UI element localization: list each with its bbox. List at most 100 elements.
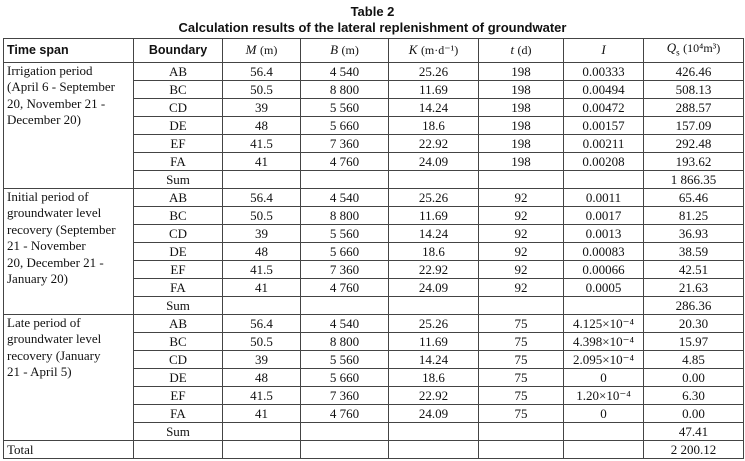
time-span-line: December 20)	[7, 112, 81, 127]
value-cell: 6.30	[643, 385, 744, 405]
value-cell: 0.00	[643, 367, 744, 387]
value-cell: 5 560	[300, 349, 389, 369]
empty-cell	[478, 295, 564, 315]
value-cell: 18.6	[388, 367, 479, 387]
value-cell: 50.5	[222, 205, 301, 225]
value-cell: 39	[222, 223, 301, 243]
value-cell: 48	[222, 241, 301, 261]
value-cell: 92	[478, 223, 564, 243]
empty-cell	[563, 295, 644, 315]
value-cell: 75	[478, 367, 564, 387]
value-cell: 0.00208	[563, 151, 644, 171]
total-row: Total 2 200.12	[3, 439, 744, 459]
value-cell: 198	[478, 79, 564, 99]
value-cell: 11.69	[388, 79, 479, 99]
value-cell: 1.20×10⁻⁴	[563, 385, 644, 405]
data-row: DE 48 5 660 18.6 198 0.00157 157.09	[4, 115, 744, 135]
value-cell: 0.00	[643, 403, 744, 423]
time-span-line: (April 6 - September	[7, 79, 115, 94]
value-cell: 11.69	[388, 331, 479, 351]
value-cell: 4 540	[300, 61, 389, 81]
empty-cell	[563, 421, 644, 441]
data-row: Late period of groundwater level recovery …	[3, 313, 744, 441]
time-span-line: groundwater level	[7, 205, 102, 220]
time-span-line: recovery (September	[7, 221, 116, 237]
empty-cell	[388, 421, 479, 441]
value-cell: 5 560	[300, 97, 389, 117]
value-cell: 24.09	[388, 277, 479, 297]
value-cell: 92	[478, 205, 564, 225]
boundary-cell: CD	[133, 223, 223, 243]
empty-cell	[388, 295, 479, 315]
value-cell: 81.25	[643, 205, 744, 225]
time-span-line: groundwater level	[7, 331, 102, 346]
value-cell: 65.46	[643, 187, 744, 207]
value-cell: 75	[478, 313, 564, 333]
value-cell: 4.398×10⁻⁴	[563, 331, 644, 351]
value-cell: 22.92	[388, 259, 479, 279]
value-cell: 39	[222, 97, 301, 117]
time-span-line: January 20)	[7, 271, 69, 286]
empty-cell	[478, 439, 564, 459]
value-cell: 15.97	[643, 331, 744, 351]
value-cell: 38.59	[643, 241, 744, 261]
value-cell: 4.85	[643, 349, 744, 369]
value-cell: 92	[478, 259, 564, 279]
empty-cell	[563, 439, 644, 459]
sum-value: 1 866.35	[643, 169, 744, 189]
value-cell: 198	[478, 151, 564, 171]
boundary-cell: FA	[133, 151, 223, 171]
value-cell: 0.00083	[563, 241, 644, 261]
header-text: Boundary	[148, 42, 208, 57]
value-cell: 25.26	[388, 313, 479, 333]
value-cell: 0	[563, 367, 644, 387]
sum-row: Sum 47.41	[4, 421, 744, 441]
value-cell: 14.24	[388, 97, 479, 117]
table-caption: Calculation results of the lateral reple…	[178, 20, 567, 35]
data-row: CD 39 5 560 14.24 198 0.00472 288.57	[4, 97, 744, 117]
time-span-line: recovery (January	[7, 347, 101, 363]
time-span-cell: Irrigation period (April 6 - September 20,…	[3, 61, 134, 189]
value-cell: 4 760	[300, 151, 389, 171]
boundary-cell: EF	[133, 259, 223, 279]
time-span-line: 20, December 21 -	[7, 254, 104, 270]
value-cell: 7 360	[300, 259, 389, 279]
value-cell: 2.095×10⁻⁴	[563, 349, 644, 369]
value-cell: 50.5	[222, 79, 301, 99]
empty-cell	[222, 439, 301, 459]
value-cell: 198	[478, 97, 564, 117]
empty-cell	[222, 169, 301, 189]
sum-value: 286.36	[643, 295, 744, 315]
value-cell: 4 760	[300, 277, 389, 297]
header-variable: t	[510, 42, 515, 58]
header-variable: M	[245, 42, 257, 58]
value-cell: 22.92	[388, 133, 479, 153]
value-cell: 75	[478, 403, 564, 423]
header-unit: (m)	[341, 43, 359, 58]
boundary-cell: AB	[133, 187, 223, 207]
data-row: BC 50.5 8 800 11.69 198 0.00494 508.13	[4, 79, 744, 99]
boundary-cell: AB	[133, 61, 223, 81]
value-cell: 198	[478, 61, 564, 81]
boundary-cell: CD	[133, 97, 223, 117]
header-cell: M (m)	[222, 38, 301, 63]
value-cell: 193.62	[643, 151, 744, 171]
value-cell: 92	[478, 241, 564, 261]
time-span-line: Late period of	[7, 314, 81, 330]
value-cell: 25.26	[388, 61, 479, 81]
table-number: Table 2	[350, 4, 395, 19]
empty-cell	[133, 439, 223, 459]
empty-cell	[563, 169, 644, 189]
empty-cell	[478, 169, 564, 189]
sum-label: Sum	[133, 421, 223, 441]
time-span-cell: Initial period of groundwater level recove…	[3, 187, 134, 315]
header-variable: I	[601, 42, 606, 58]
header-cell: Qs (10⁴m³)	[643, 38, 744, 63]
value-cell: 36.93	[643, 223, 744, 243]
empty-cell	[388, 439, 479, 459]
value-cell: 7 360	[300, 133, 389, 153]
value-cell: 41	[222, 403, 301, 423]
sum-value: 47.41	[643, 421, 744, 441]
boundary-cell: DE	[133, 115, 223, 135]
empty-cell	[300, 439, 389, 459]
